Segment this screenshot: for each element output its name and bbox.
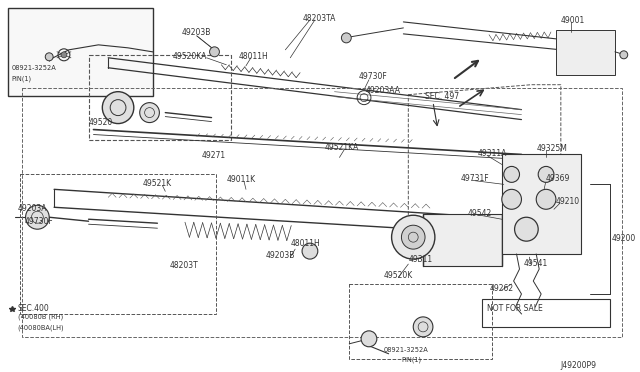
Text: 48203T: 48203T bbox=[169, 261, 198, 270]
Text: 48011H: 48011H bbox=[291, 239, 320, 248]
Text: SEC.400: SEC.400 bbox=[18, 304, 49, 313]
Circle shape bbox=[140, 103, 159, 122]
Text: SEC. 497: SEC. 497 bbox=[425, 92, 459, 101]
Bar bbox=[502, 154, 580, 254]
Text: 49203B: 49203B bbox=[182, 28, 211, 37]
Circle shape bbox=[102, 92, 134, 124]
Text: 49203A: 49203A bbox=[18, 204, 47, 213]
Bar bbox=[88, 55, 231, 140]
Text: 49271: 49271 bbox=[202, 151, 226, 160]
Text: 49262: 49262 bbox=[490, 284, 514, 293]
Text: 49521KA: 49521KA bbox=[324, 144, 359, 153]
Circle shape bbox=[515, 217, 538, 241]
Circle shape bbox=[341, 33, 351, 43]
Text: 49325M: 49325M bbox=[536, 144, 567, 154]
Text: (40080B (RH): (40080B (RH) bbox=[18, 314, 63, 320]
Text: 49369: 49369 bbox=[546, 174, 570, 183]
Bar bbox=[349, 284, 492, 359]
Circle shape bbox=[209, 47, 220, 57]
Text: 49541: 49541 bbox=[524, 259, 548, 268]
Text: 49203B: 49203B bbox=[266, 251, 295, 260]
Text: 49210: 49210 bbox=[556, 197, 580, 206]
Circle shape bbox=[302, 243, 318, 259]
Text: PIN(1): PIN(1) bbox=[401, 357, 422, 363]
Bar bbox=[423, 214, 502, 266]
Text: NOT FOR SALE: NOT FOR SALE bbox=[487, 304, 543, 313]
Circle shape bbox=[61, 52, 67, 58]
Text: 49200: 49200 bbox=[612, 234, 636, 243]
Bar bbox=[8, 8, 154, 96]
Circle shape bbox=[401, 225, 425, 249]
Circle shape bbox=[502, 189, 522, 209]
Circle shape bbox=[392, 215, 435, 259]
Text: 49542: 49542 bbox=[467, 209, 492, 218]
Text: (40080BA(LH): (40080BA(LH) bbox=[18, 325, 65, 331]
Text: 49001: 49001 bbox=[561, 16, 585, 25]
Text: 49730F: 49730F bbox=[24, 217, 53, 226]
Bar bbox=[20, 174, 216, 314]
Circle shape bbox=[361, 331, 377, 347]
Text: J49200P9: J49200P9 bbox=[561, 361, 597, 370]
Text: 08921-3252A: 08921-3252A bbox=[384, 347, 428, 353]
Circle shape bbox=[413, 317, 433, 337]
Text: 49520: 49520 bbox=[88, 118, 113, 126]
Text: PIN(1): PIN(1) bbox=[12, 76, 32, 82]
Text: 49311A: 49311A bbox=[477, 150, 507, 158]
Text: 49730F: 49730F bbox=[358, 72, 387, 81]
Text: 49011K: 49011K bbox=[227, 175, 255, 185]
Circle shape bbox=[26, 205, 49, 229]
Text: 49311: 49311 bbox=[408, 255, 433, 264]
Text: 49520K: 49520K bbox=[384, 271, 413, 280]
Circle shape bbox=[538, 166, 554, 182]
Text: 49203AA: 49203AA bbox=[366, 86, 401, 95]
Circle shape bbox=[45, 53, 53, 61]
Text: 08921-3252A: 08921-3252A bbox=[12, 65, 56, 71]
Circle shape bbox=[504, 166, 520, 182]
Bar bbox=[556, 30, 615, 75]
Circle shape bbox=[620, 51, 628, 59]
Text: 49520KA: 49520KA bbox=[172, 52, 207, 61]
Text: 48203TA: 48203TA bbox=[303, 14, 337, 23]
Text: 49521K: 49521K bbox=[143, 179, 172, 188]
Text: 48011H: 48011H bbox=[239, 52, 269, 61]
Bar bbox=[482, 299, 610, 327]
Circle shape bbox=[536, 189, 556, 209]
Text: 49731F: 49731F bbox=[460, 174, 489, 183]
Bar bbox=[22, 88, 622, 337]
